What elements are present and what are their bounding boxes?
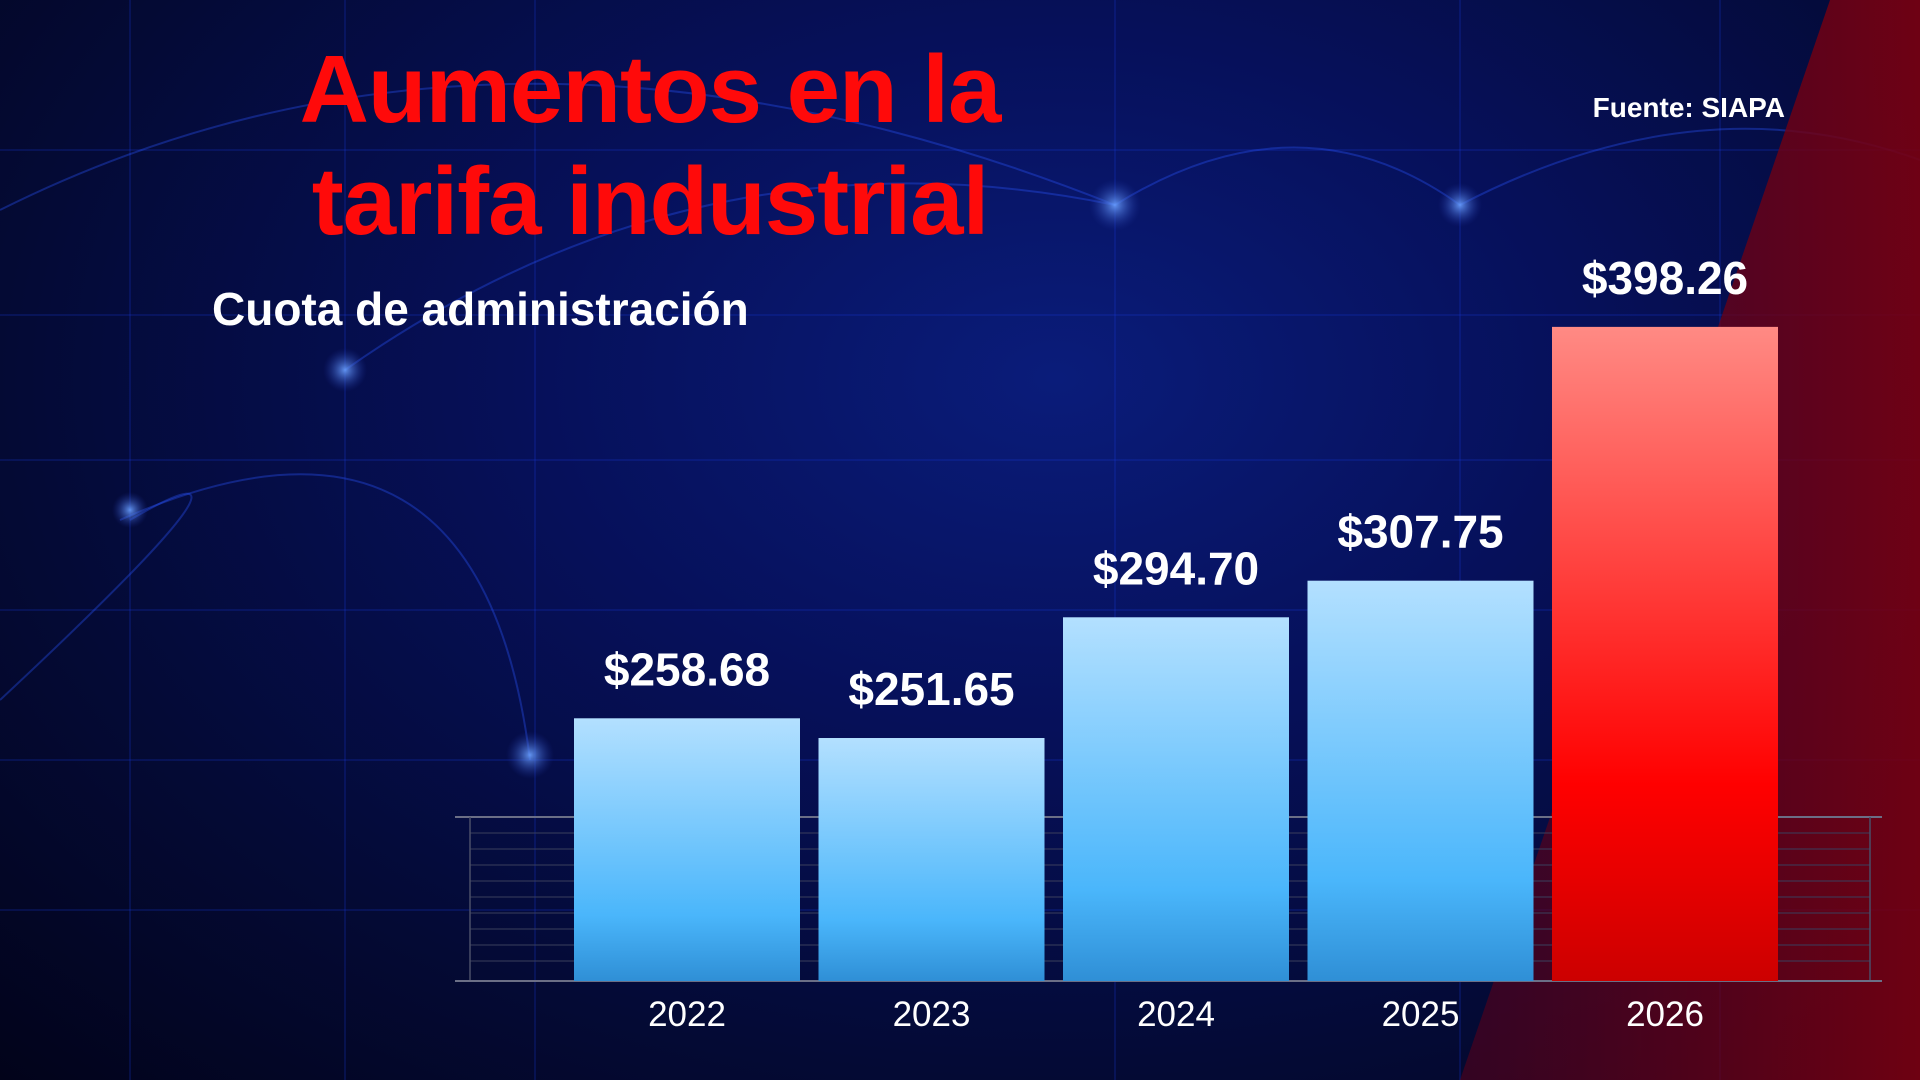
bar-value-label: $251.65 [848,663,1014,715]
x-tick-labels: 2022 2023 2024 2025 2026 [648,995,1704,1034]
bar [818,738,1045,981]
bar [1063,617,1289,981]
bar-value-label: $294.70 [1093,542,1259,594]
x-tick-label: 2022 [648,995,726,1034]
value-labels: $258.68 $251.65 $294.70 $307.75 $398.26 [604,252,1748,715]
network-nodes [112,179,1482,779]
bar-value-label: $258.68 [604,643,770,695]
bar-value-label: $398.26 [1582,252,1748,304]
x-tick-label: 2023 [893,995,971,1034]
bar-highlight [1552,326,1778,981]
bars [574,326,1778,981]
bar [1307,580,1534,981]
x-tick-label: 2025 [1382,995,1460,1034]
chart-subtitle: Cuota de administración [212,283,749,335]
source-note: Fuente: SIAPA [1592,92,1785,123]
bar-value-label: $307.75 [1337,506,1503,558]
network-arcs [0,82,1920,761]
x-tick-label: 2024 [1137,995,1215,1034]
x-tick-label: 2026 [1626,995,1704,1034]
bar [574,718,800,981]
chart-title: Aumentos en la tarifa industrial [299,36,1002,255]
